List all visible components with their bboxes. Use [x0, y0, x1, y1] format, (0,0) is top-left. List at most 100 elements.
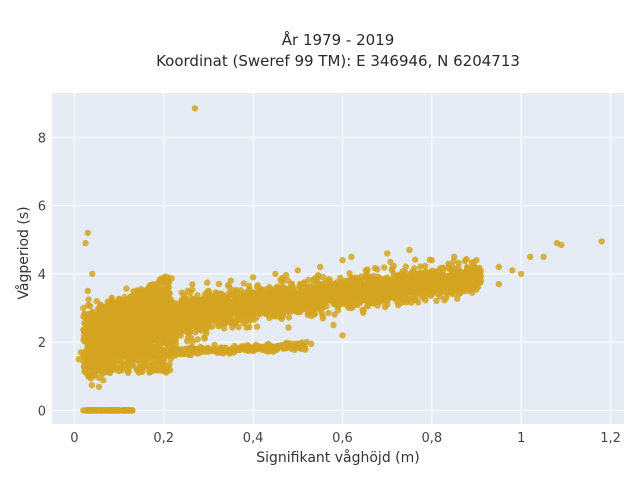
data-point — [247, 344, 254, 351]
data-point — [378, 290, 385, 297]
data-point — [286, 302, 293, 309]
data-point — [294, 340, 301, 347]
data-point — [123, 285, 130, 292]
data-point — [106, 407, 114, 414]
data-point — [85, 296, 92, 303]
data-point — [475, 267, 483, 274]
data-point — [518, 270, 525, 278]
data-point — [98, 338, 105, 346]
data-point — [451, 277, 458, 284]
data-point — [134, 308, 141, 316]
data-point — [162, 321, 169, 328]
chart-title-line1: År 1979 - 2019 — [282, 30, 395, 49]
data-point — [221, 345, 229, 352]
data-point — [305, 276, 312, 284]
data-point — [454, 295, 461, 302]
data-point — [187, 294, 194, 301]
data-point — [80, 304, 87, 312]
data-point — [89, 318, 96, 325]
data-point — [390, 290, 397, 297]
data-point — [189, 281, 196, 288]
data-point — [115, 367, 123, 375]
data-point — [319, 312, 326, 319]
data-point — [133, 334, 140, 342]
data-point — [134, 287, 142, 295]
data-point — [387, 258, 394, 266]
data-point — [369, 294, 377, 301]
data-point — [304, 288, 311, 295]
data-point — [194, 336, 201, 343]
data-point — [215, 323, 222, 330]
y-tick-label: 6 — [38, 200, 46, 215]
x-tick-label: 1,2 — [600, 431, 621, 446]
data-point — [320, 303, 328, 310]
data-point — [259, 291, 266, 298]
data-point — [192, 347, 200, 355]
data-point — [75, 356, 83, 363]
data-point — [168, 307, 176, 314]
data-point — [180, 310, 187, 318]
data-point — [115, 328, 123, 336]
data-point — [198, 327, 206, 334]
data-point — [434, 273, 441, 280]
data-point — [266, 342, 274, 349]
data-point — [142, 311, 149, 318]
data-point — [141, 302, 149, 309]
data-point — [117, 351, 125, 359]
data-point — [389, 265, 396, 272]
data-point — [97, 319, 105, 326]
data-point — [325, 309, 332, 317]
data-point — [85, 363, 92, 371]
data-point — [473, 274, 480, 281]
data-point — [453, 270, 460, 277]
data-point — [241, 311, 248, 318]
data-point — [331, 311, 338, 318]
data-point — [295, 284, 303, 291]
data-point — [316, 263, 324, 271]
data-point — [95, 324, 102, 331]
data-point — [266, 314, 273, 322]
data-point — [124, 369, 132, 376]
data-point — [289, 294, 297, 302]
data-point — [278, 293, 286, 300]
data-point — [381, 295, 388, 302]
data-point — [151, 352, 158, 359]
data-point — [406, 284, 413, 291]
data-point — [291, 289, 298, 297]
data-point — [100, 346, 108, 354]
data-point — [124, 340, 131, 347]
data-point — [495, 280, 503, 288]
data-point — [157, 359, 164, 366]
data-point — [425, 272, 432, 279]
data-point — [276, 304, 284, 312]
data-point — [364, 266, 371, 273]
data-point — [180, 292, 188, 299]
data-point — [88, 382, 96, 389]
data-point — [414, 299, 422, 306]
data-point — [106, 332, 114, 339]
data-point — [169, 301, 176, 308]
data-point — [325, 288, 332, 295]
data-point — [330, 292, 337, 299]
data-point — [463, 255, 470, 263]
data-point — [201, 335, 208, 342]
y-axis-title: Vågperiod (s) — [15, 206, 32, 299]
data-point — [215, 280, 223, 288]
data-point — [402, 275, 410, 282]
data-point — [136, 298, 143, 305]
data-point — [444, 277, 451, 285]
data-point — [102, 407, 109, 414]
x-axis-title: Signifikant våghöjd (m) — [256, 449, 419, 466]
data-point — [153, 337, 160, 345]
data-point — [173, 345, 181, 352]
data-point — [339, 332, 346, 339]
data-point — [446, 288, 453, 295]
data-point — [446, 262, 453, 270]
data-point — [211, 341, 218, 349]
data-point — [294, 301, 301, 308]
data-point — [227, 347, 234, 354]
y-tick-label: 2 — [38, 336, 46, 351]
data-point — [149, 282, 156, 289]
data-point — [395, 293, 402, 301]
